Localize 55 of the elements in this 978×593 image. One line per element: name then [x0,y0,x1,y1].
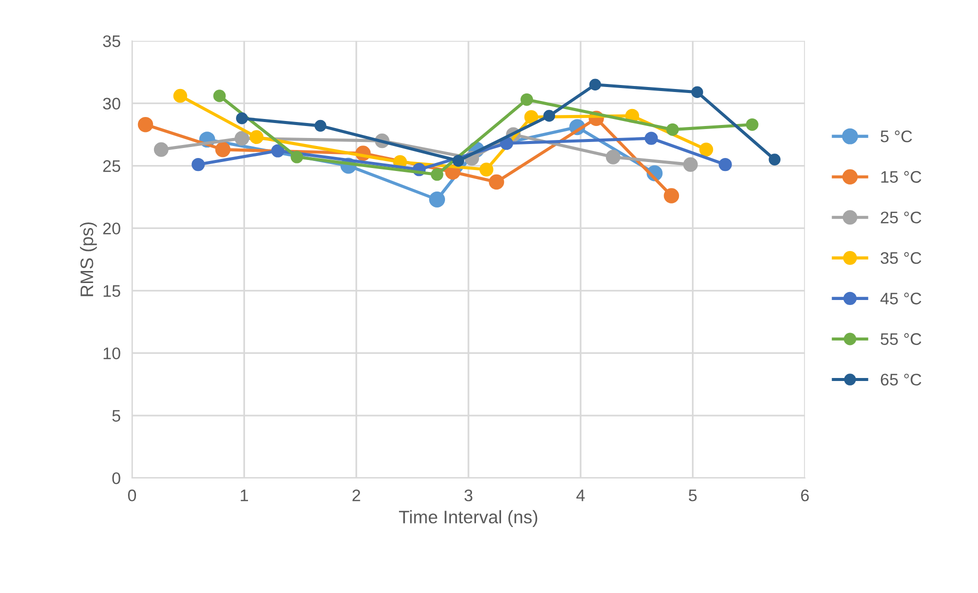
point [271,144,284,158]
point [666,123,679,136]
point [479,162,494,176]
x-tick-label: 0 [128,490,136,502]
point [543,110,556,122]
y-tick-label: 30 [103,98,120,110]
point [746,118,758,131]
point [138,116,154,132]
point [644,132,658,145]
y-tick-label: 20 [103,222,120,234]
x-tick-label: 3 [464,490,472,502]
point [452,154,464,167]
point [606,150,620,164]
x-axis-title: Time Interval (ns) [398,510,538,527]
point [589,78,602,91]
point [290,150,304,164]
point [173,88,188,103]
point [215,142,231,158]
legend-label: 15 °C [881,171,922,183]
point [154,142,168,157]
point [236,112,248,124]
y-tick-label: 0 [112,472,120,484]
point [430,168,444,181]
x-tick-label: 4 [576,490,585,502]
point [699,142,714,156]
point [234,131,250,146]
legend-label: 35 °C [880,252,922,264]
point [691,86,704,98]
point [250,130,264,144]
y-tick-label: 25 [103,160,120,172]
point [314,120,326,132]
point [683,157,698,172]
point [664,188,680,204]
point [524,110,538,124]
y-tick-label: 10 [104,347,120,360]
legend-label: 55 °C [880,333,922,345]
point [488,174,504,190]
y-axis-title: RMS (ps) [80,222,97,296]
x-tick-label: 6 [801,490,809,502]
y-tick-label: 15 [104,285,120,297]
x-tick-label: 2 [352,490,360,502]
point [429,192,446,208]
legend-label: 45 °C [880,292,922,304]
x-tick-label: 1 [240,490,248,502]
y-tick-label: 5 [112,410,120,422]
point [768,154,781,166]
point [718,158,732,172]
point [192,158,205,172]
point [213,90,226,102]
point [520,93,534,106]
legend-label: 5 °C [880,130,912,142]
legend-label: 25 °C [880,212,922,224]
legend-label: 65 °C [880,374,922,386]
x-tick-label: 5 [688,490,697,502]
y-tick-label: 35 [103,35,120,48]
